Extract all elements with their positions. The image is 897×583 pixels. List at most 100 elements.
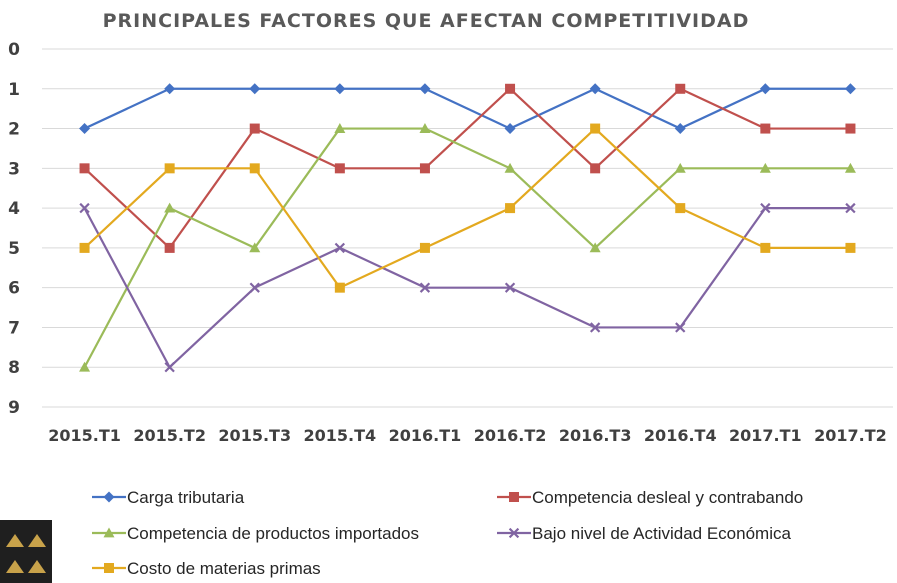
series-4 bbox=[79, 202, 856, 373]
y-tick-label: 9 bbox=[8, 398, 20, 418]
legend-marker bbox=[103, 527, 115, 538]
legend: Carga tributaria Competencia desleal y co… bbox=[92, 488, 803, 578]
legend-entry: Carga tributaria bbox=[92, 488, 245, 507]
legend-marker bbox=[509, 492, 519, 502]
data-point bbox=[505, 203, 516, 214]
data-point bbox=[675, 322, 686, 333]
legend-label: Competencia desleal y contrabando bbox=[532, 488, 803, 507]
data-point bbox=[674, 123, 686, 135]
data-point bbox=[419, 123, 431, 133]
data-point bbox=[760, 242, 771, 253]
y-tick-label: 2 bbox=[8, 120, 20, 140]
series-3 bbox=[79, 123, 856, 372]
y-tick-label: 3 bbox=[8, 159, 20, 179]
x-tick-label: 2016.T3 bbox=[559, 426, 632, 445]
data-point bbox=[844, 162, 856, 173]
data-point bbox=[419, 242, 430, 253]
data-point bbox=[760, 123, 771, 134]
data-point bbox=[759, 83, 771, 95]
data-point bbox=[249, 83, 261, 95]
data-point bbox=[419, 282, 431, 293]
y-tick-label: 4 bbox=[8, 199, 20, 219]
data-point bbox=[589, 322, 601, 333]
y-tick-label: 0 bbox=[8, 40, 20, 60]
series-line bbox=[83, 87, 851, 249]
legend-label: Carga tributaria bbox=[127, 488, 245, 507]
legend-marker bbox=[104, 563, 114, 573]
data-point bbox=[759, 162, 771, 173]
data-point bbox=[845, 202, 856, 214]
y-tick-label: 6 bbox=[8, 279, 20, 299]
data-point bbox=[590, 163, 601, 174]
series-5 bbox=[79, 123, 856, 293]
x-tick-label: 2016.T2 bbox=[474, 426, 547, 445]
x-tick-label: 2015.T1 bbox=[48, 426, 121, 445]
data-point bbox=[504, 123, 516, 135]
series-line bbox=[83, 207, 851, 369]
legend-marker bbox=[508, 527, 520, 539]
series-1 bbox=[79, 83, 856, 135]
data-point bbox=[760, 202, 771, 214]
data-point bbox=[334, 83, 346, 95]
x-tick-label: 2015.T4 bbox=[304, 426, 377, 445]
legend-entry: Costo de materias primas bbox=[92, 559, 321, 578]
data-point bbox=[504, 162, 516, 173]
y-tick-label: 1 bbox=[8, 80, 20, 100]
data-point bbox=[589, 242, 601, 253]
x-tick-label: 2016.T1 bbox=[389, 426, 462, 445]
data-point bbox=[164, 362, 175, 373]
data-point bbox=[249, 242, 261, 253]
data-point bbox=[79, 361, 91, 372]
data-point bbox=[505, 83, 516, 94]
legend-entry: Bajo nivel de Actividad Económica bbox=[497, 524, 791, 543]
data-point bbox=[79, 242, 90, 253]
series-2 bbox=[79, 83, 856, 253]
series-line bbox=[84, 87, 851, 130]
logo-icon bbox=[0, 520, 52, 583]
data-point bbox=[164, 163, 175, 174]
data-point bbox=[79, 163, 90, 174]
data-point bbox=[590, 123, 601, 134]
x-tick-label: 2015.T2 bbox=[133, 426, 206, 445]
y-tick-label: 5 bbox=[8, 239, 20, 259]
legend-marker bbox=[103, 491, 115, 503]
data-point bbox=[249, 123, 260, 134]
x-tick-label: 2015.T3 bbox=[218, 426, 291, 445]
data-point bbox=[419, 83, 431, 95]
data-point bbox=[79, 202, 90, 214]
data-point bbox=[674, 162, 686, 173]
data-point bbox=[334, 282, 345, 293]
data-point bbox=[334, 163, 345, 174]
legend-label: Bajo nivel de Actividad Económica bbox=[532, 524, 791, 543]
legend-label: Competencia de productos importados bbox=[127, 524, 419, 543]
data-point bbox=[164, 242, 175, 253]
data-point bbox=[334, 242, 346, 254]
series-group bbox=[79, 83, 856, 373]
data-point bbox=[675, 83, 686, 94]
legend-label: Costo de materias primas bbox=[127, 559, 321, 578]
data-point bbox=[844, 83, 856, 95]
data-point bbox=[504, 282, 516, 293]
data-point bbox=[845, 123, 856, 134]
data-point bbox=[79, 123, 91, 135]
data-point bbox=[589, 83, 601, 95]
data-point bbox=[334, 123, 346, 133]
legend-entry: Competencia desleal y contrabando bbox=[497, 488, 803, 507]
x-axis-ticks: 2015.T1 2015.T2 2015.T3 2015.T4 2016.T1 2016.… bbox=[48, 426, 887, 445]
data-point bbox=[249, 282, 260, 293]
chart-title: PRINCIPALES FACTORES QUE AFECTAN COMPETI… bbox=[103, 10, 750, 32]
data-point bbox=[164, 83, 176, 95]
y-tick-label: 8 bbox=[8, 358, 20, 378]
legend-entry: Competencia de productos importados bbox=[92, 524, 419, 543]
x-tick-label: 2017.T2 bbox=[814, 426, 887, 445]
data-point bbox=[845, 242, 856, 253]
x-tick-label: 2017.T1 bbox=[729, 426, 802, 445]
y-axis-ticks: 0 1 2 3 4 5 6 7 8 9 bbox=[8, 40, 20, 418]
series-line bbox=[83, 127, 851, 368]
data-point bbox=[675, 203, 686, 214]
data-point bbox=[419, 163, 430, 174]
y-tick-label: 7 bbox=[8, 318, 20, 338]
series-line bbox=[83, 127, 851, 289]
data-point bbox=[249, 163, 260, 174]
